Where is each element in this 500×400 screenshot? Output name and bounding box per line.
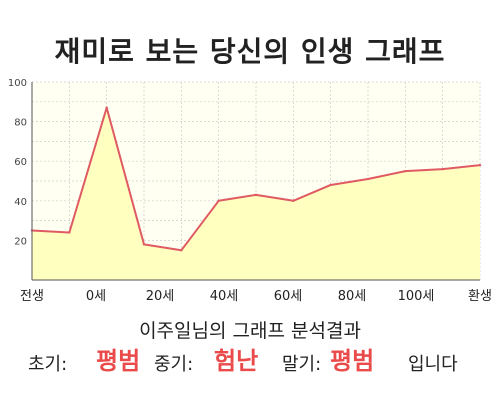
data-point <box>404 169 407 173</box>
early-stage-label: 초기: <box>28 354 68 375</box>
axes <box>31 82 480 281</box>
data-point <box>441 167 444 171</box>
analysis-result: 초기: 평범 중기: 험난 말기: 평범 입니다 <box>16 344 486 380</box>
x-tick-label: 40세 <box>210 289 239 304</box>
y-tick-label: 40 <box>14 197 27 208</box>
data-point <box>292 199 295 202</box>
data-point <box>68 231 71 234</box>
area-fill <box>32 107 480 281</box>
data-point <box>105 106 108 109</box>
data-point <box>478 163 482 167</box>
x-tick-label: 0세 <box>86 289 106 304</box>
y-axis-ticks: 20 40 60 80 100 <box>8 78 27 247</box>
data-point <box>329 183 332 187</box>
late-stage-value: 평범 <box>330 347 375 375</box>
life-graph-chart: 20 40 60 80 100 전생 0세 20세 40세 60세 80세 100세 환생 <box>8 78 492 304</box>
early-stage-value: 평범 <box>96 347 141 375</box>
data-point <box>142 243 146 246</box>
x-tick-label: 60세 <box>274 289 303 304</box>
x-tick-label: 전생 <box>20 289 44 304</box>
y-tick-label: 80 <box>14 118 27 129</box>
y-tick-label: 60 <box>14 157 27 168</box>
x-tick-label: 20세 <box>146 289 175 304</box>
analysis-title: 이주일님의 그래프 분석결과 <box>139 320 361 342</box>
result-ending: 입니다 <box>408 354 458 375</box>
page-title: 재미로 보는 당신의 인생 그래프 <box>54 35 446 68</box>
late-stage-label: 말기: <box>282 354 322 375</box>
data-point <box>180 249 183 252</box>
x-axis-ticks: 전생 0세 20세 40세 60세 80세 100세 환생 <box>20 289 492 304</box>
x-tick-label: 환생 <box>468 289 492 304</box>
data-point <box>366 177 370 181</box>
y-tick-label: 20 <box>14 236 27 247</box>
middle-stage-value: 험난 <box>214 347 259 375</box>
x-tick-label: 100세 <box>398 289 435 304</box>
middle-stage-label: 중기: <box>154 354 194 375</box>
data-point <box>217 199 220 202</box>
y-tick-label: 100 <box>8 78 27 89</box>
data-points <box>30 106 482 252</box>
data-point <box>254 193 258 197</box>
x-tick-label: 80세 <box>338 289 367 304</box>
